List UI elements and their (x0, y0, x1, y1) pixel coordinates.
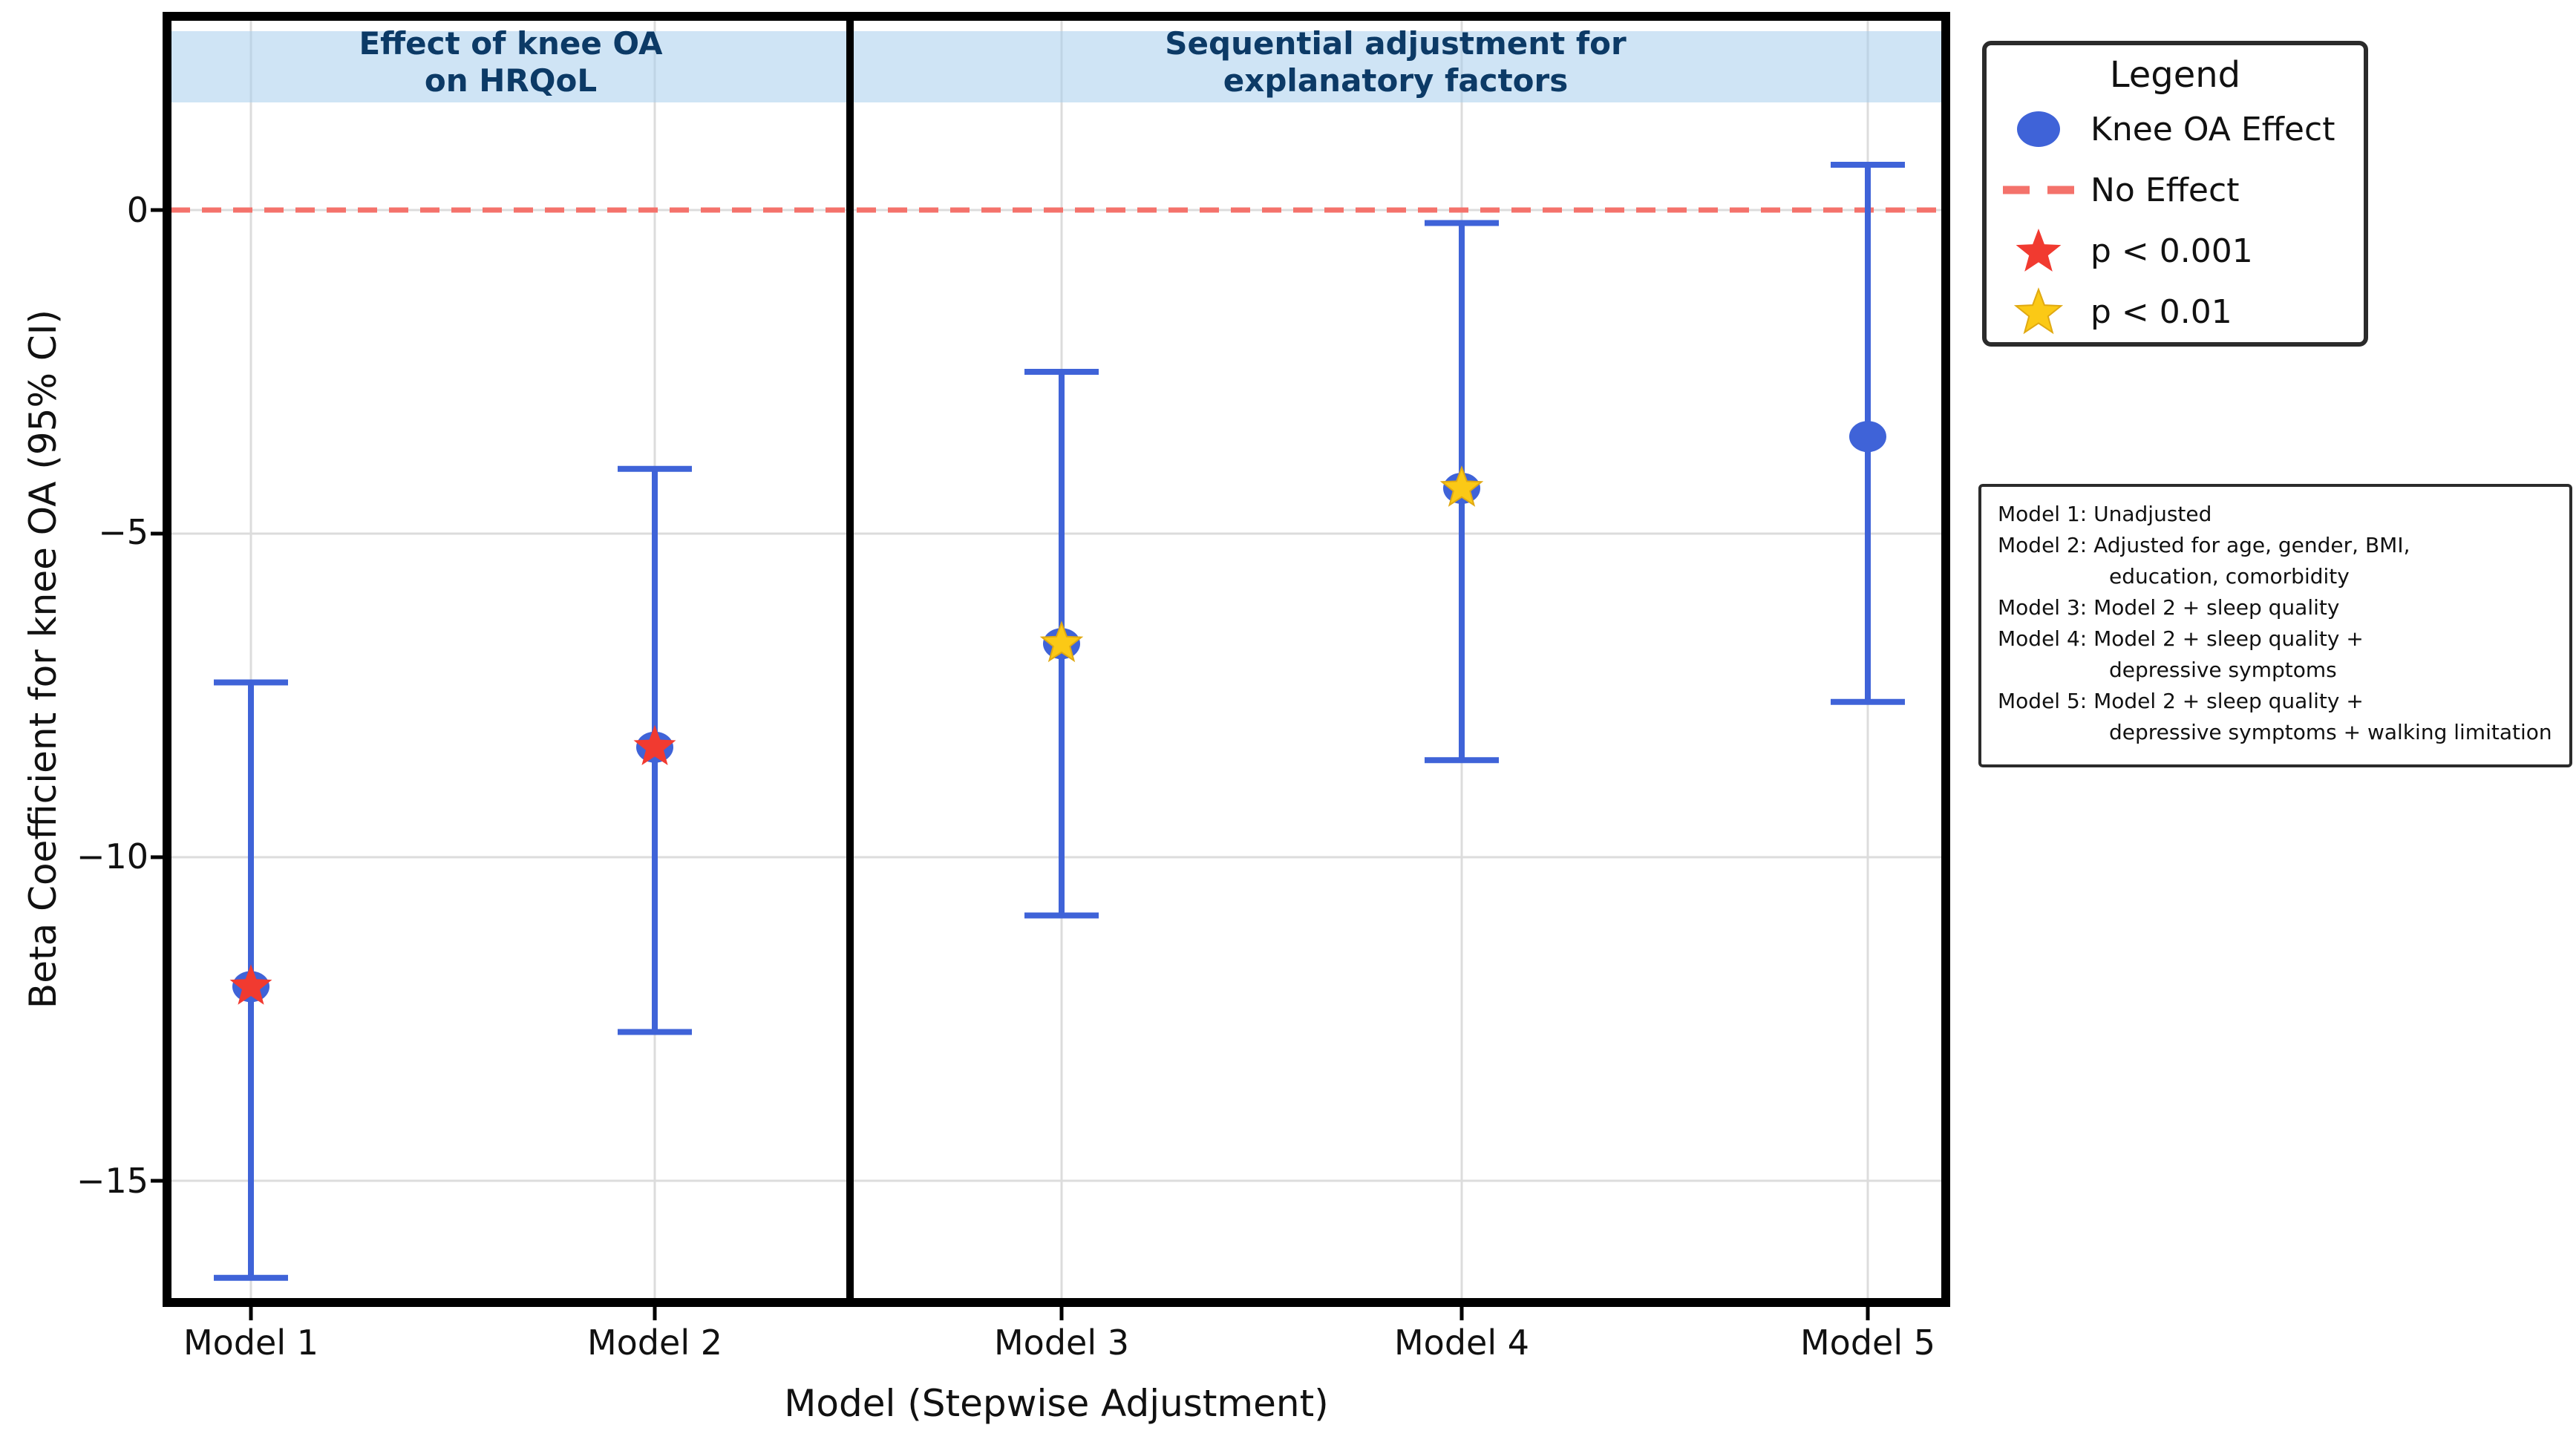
p001-star-icon (2016, 229, 2062, 272)
y-tick-neg10: −10 (76, 836, 148, 876)
note-line: Model 1: Unadjusted (1998, 502, 2212, 526)
x-tick-model1: Model 1 (183, 1323, 319, 1363)
p01-star-icon (2013, 287, 2064, 335)
panel-title-right-line1: Sequential adjustment for (1165, 25, 1627, 62)
no-effect-dashed-line-icon (2003, 186, 2079, 194)
legend-item-p01: p < 0.01 (1987, 281, 2364, 342)
panel-title-left-line1: Effect of knee OA (359, 25, 663, 62)
note-line: Model 2: Adjusted for age, gender, BMI, (1998, 533, 2410, 557)
legend-item-knee-oa: Knee OA Effect (1987, 99, 2364, 160)
panel-title-left-line2: on HRQoL (424, 62, 598, 99)
note-line: Model 3: Model 2 + sleep quality (1998, 595, 2340, 620)
y-tick-neg15: −15 (76, 1161, 148, 1201)
note-line: Model 4: Model 2 + sleep quality + (1998, 626, 2364, 651)
x-tick-model3: Model 3 (993, 1323, 1130, 1363)
y-axis-title: Beta Coefficient for knee OA (95% CI) (22, 309, 65, 1009)
legend-item-no-effect: No Effect (1987, 160, 2364, 220)
y-tick-0: 0 (126, 190, 148, 230)
legend-label-knee-oa: Knee OA Effect (2090, 110, 2335, 148)
y-tick-neg5: −5 (98, 512, 148, 552)
legend-label-p01: p < 0.01 (2090, 292, 2232, 331)
legend-label-p001: p < 0.001 (2090, 232, 2253, 270)
legend-item-p001: p < 0.001 (1987, 220, 2364, 281)
panel-title-right-line2: explanatory factors (1223, 62, 1569, 99)
model-notes: Model 1: Unadjusted Model 2: Adjusted fo… (1978, 484, 2572, 767)
knee-oa-circle-icon (2017, 111, 2060, 147)
x-tick-model4: Model 4 (1393, 1323, 1530, 1363)
note-line: Model 5: Model 2 + sleep quality + (1998, 689, 2364, 713)
note-line: depressive symptoms (2109, 658, 2337, 682)
panel-title-right: Sequential adjustment for explanatory fa… (1165, 25, 1626, 99)
legend-label-no-effect: No Effect (2090, 171, 2240, 209)
note-line: education, comorbidity (2109, 564, 2350, 589)
x-tick-model5: Model 5 (1799, 1323, 1936, 1363)
legend-title: Legend (2109, 54, 2241, 96)
x-tick-model2: Model 2 (586, 1323, 723, 1363)
x-axis-title: Model (Stepwise Adjustment) (784, 1382, 1329, 1425)
note-line: depressive symptoms + walking limitation (2109, 720, 2552, 744)
legend: Legend Knee OA Effect No Effect p < 0.00… (1982, 41, 2368, 347)
panel-title-left: Effect of knee OA on HRQoL (359, 25, 662, 99)
